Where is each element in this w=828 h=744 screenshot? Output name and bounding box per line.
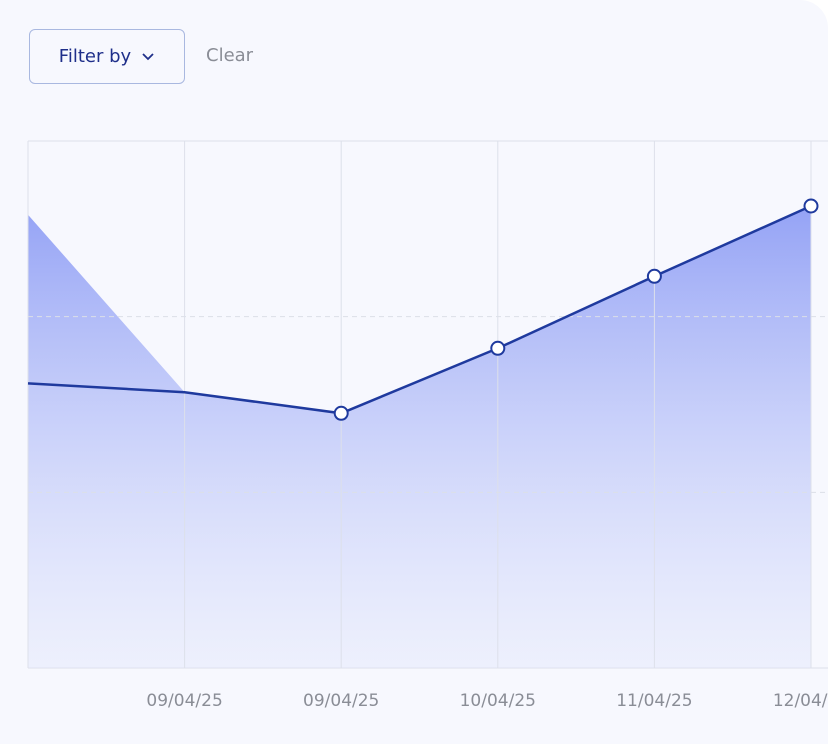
x-tick-label: 10/04/25 [460, 691, 536, 711]
filter-label: Filter by [58, 46, 132, 67]
x-tick-label: 11/04/25 [616, 691, 692, 711]
point [490, 340, 506, 356]
x-tick-label: 09/04/25 [146, 691, 222, 711]
chevron [142, 52, 154, 60]
point [333, 405, 349, 421]
area [28, 205, 811, 668]
x-tick-label: 12/04/25 [773, 691, 828, 711]
point [646, 268, 662, 284]
line [27, 204, 812, 415]
filter-button[interactable]: Filter by [29, 29, 185, 84]
x-tick-label: 09/04/25 [303, 691, 379, 711]
clear-button[interactable]: Clear [206, 45, 254, 66]
point [803, 198, 819, 214]
